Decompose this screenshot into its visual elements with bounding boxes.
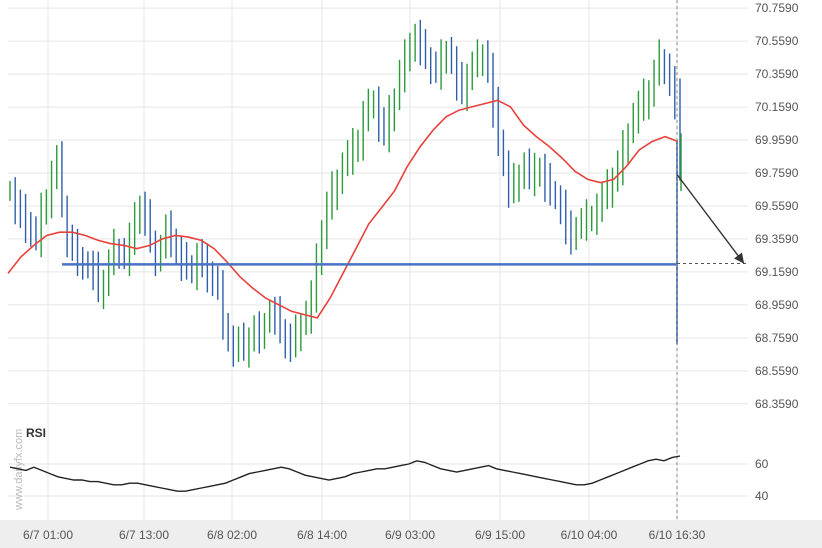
rsi-line: [9, 455, 681, 492]
y-tick-label: 70.5590: [755, 34, 799, 48]
forecast-arrow: [676, 174, 745, 264]
rsi-tick-label: 40: [755, 489, 769, 503]
y-tick-label: 70.3590: [755, 67, 799, 81]
x-tick-label: 6/9 03:00: [385, 528, 435, 542]
x-axis-band: [0, 520, 822, 548]
x-tick-label: 6/8 14:00: [297, 528, 347, 542]
x-axis-tick-labels: 6/7 01:00 6/7 13:00 6/8 02:00 6/8 14:00 6/9 …: [23, 528, 706, 542]
x-tick-label: 6/10 04:00: [561, 528, 618, 542]
forecast-arrow-head: [734, 252, 744, 264]
horizontal-gridlines: [8, 7, 748, 497]
y-tick-label: 68.9590: [755, 298, 799, 312]
y-tick-label: 69.1590: [755, 265, 799, 279]
x-tick-label: 6/7 13:00: [119, 528, 169, 542]
y-tick-label: 69.5590: [755, 199, 799, 213]
watermark-text: www.dailyfx.com: [13, 429, 25, 511]
x-tick-label: 6/10 16:30: [649, 528, 706, 542]
y-tick-label: 69.7590: [755, 166, 799, 180]
rsi-tick-labels: 60 40: [755, 457, 769, 503]
x-tick-label: 6/8 02:00: [207, 528, 257, 542]
y-tick-label: 69.3590: [755, 232, 799, 246]
y-tick-label: 70.7590: [755, 1, 799, 15]
y-tick-label: 70.1590: [755, 100, 799, 114]
rsi-label: RSI: [26, 426, 46, 440]
y-tick-label: 68.3590: [755, 397, 799, 411]
y-axis-tick-labels: 70.7590 70.5590 70.3590 70.1590 69.9590 69.75…: [755, 1, 799, 411]
y-tick-label: 68.7590: [755, 331, 799, 345]
y-tick-label: 69.9590: [755, 133, 799, 147]
moving-average-line: [7, 99, 679, 319]
x-tick-label: 6/7 01:00: [23, 528, 73, 542]
x-tick-label: 6/9 15:00: [475, 528, 525, 542]
price-bars: [9, 19, 682, 368]
y-tick-label: 68.5590: [755, 364, 799, 378]
rsi-tick-label: 60: [755, 457, 769, 471]
